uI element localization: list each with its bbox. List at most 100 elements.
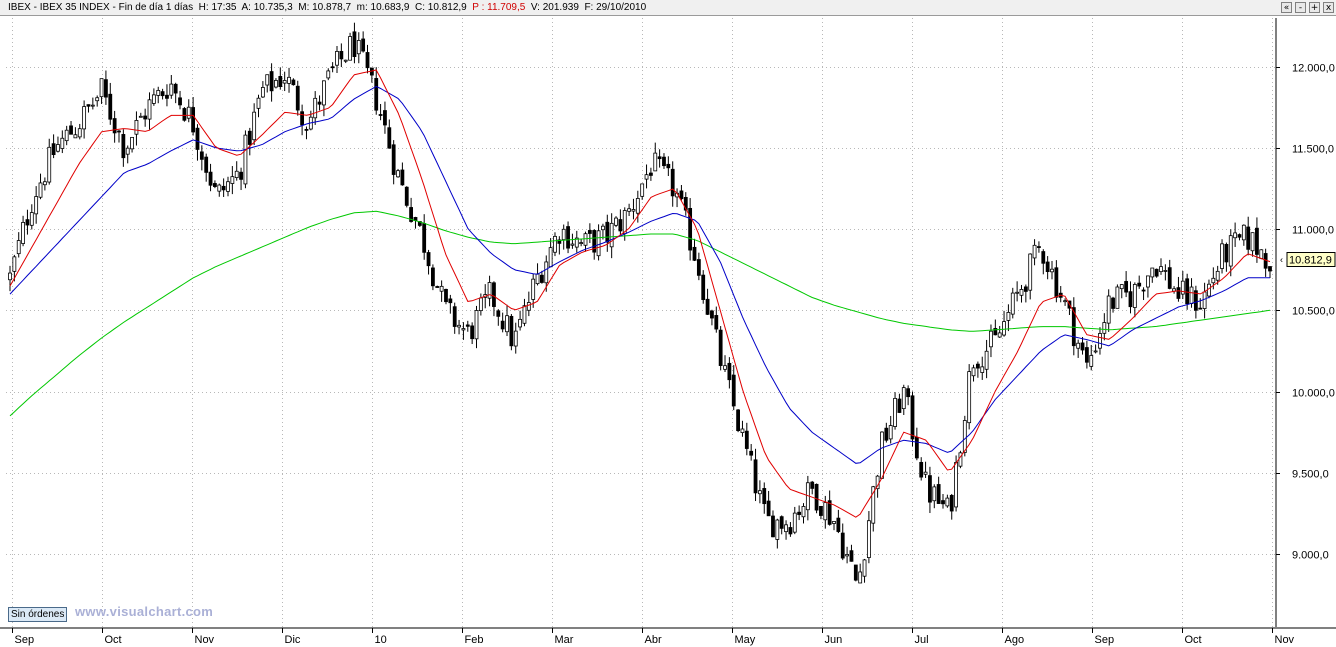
- candle-body: [936, 484, 941, 504]
- candle-body: [282, 80, 287, 84]
- candle-body: [217, 184, 222, 192]
- candle-body: [801, 506, 806, 518]
- candle-body: [897, 398, 902, 413]
- candle-body: [234, 170, 239, 179]
- candle-body: [51, 143, 56, 156]
- candle-body: [906, 388, 911, 398]
- candle-body: [919, 461, 924, 478]
- date-value: 29/10/2010: [596, 2, 647, 13]
- candle-body: [601, 225, 605, 231]
- candle-body: [25, 219, 30, 226]
- candle-body: [1102, 322, 1107, 334]
- x-tick-label: Jun: [825, 634, 843, 646]
- candle-body: [1080, 342, 1085, 351]
- candle-body: [335, 51, 339, 66]
- candle-body: [853, 564, 858, 581]
- candle-body: [840, 532, 845, 559]
- candle-body: [753, 459, 758, 494]
- candle-body: [587, 230, 592, 234]
- candle-body: [971, 367, 976, 377]
- candle-body: [505, 315, 509, 333]
- candle-body: [1010, 292, 1015, 315]
- candle-body: [701, 274, 706, 300]
- candle-body: [718, 329, 723, 366]
- candle-body: [526, 302, 531, 311]
- candle-body: [435, 286, 440, 288]
- candle-body: [160, 91, 165, 97]
- candle-body: [121, 134, 126, 159]
- minimize-icon[interactable]: -: [1295, 2, 1306, 13]
- candle-body: [648, 172, 653, 176]
- candle-body: [993, 328, 998, 336]
- candle-body: [683, 196, 688, 211]
- close-icon[interactable]: x: [1323, 2, 1334, 13]
- candle-body: [888, 425, 893, 440]
- symbol: IBEX: [8, 2, 31, 13]
- candle-body: [47, 146, 52, 183]
- candle-body: [644, 174, 649, 180]
- candle-body: [195, 127, 200, 150]
- candle-body: [300, 111, 305, 126]
- x-tick-label: Abr: [645, 634, 662, 646]
- price-chart[interactable]: Sep Oct Nov Dic 10 Feb Mar Abr May Jun Jul Ago Sep Oc…: [0, 16, 1336, 647]
- candle-body: [574, 237, 579, 248]
- candle-body: [1237, 234, 1242, 238]
- candle-body: [1111, 297, 1115, 309]
- candle-body: [199, 151, 204, 160]
- maximize-icon[interactable]: +: [1309, 2, 1320, 13]
- p-label: P :: [472, 2, 485, 13]
- candle-body: [474, 310, 479, 340]
- orders-badge[interactable]: Sin órdenes: [8, 607, 68, 622]
- low-label: m:: [356, 2, 368, 13]
- candle-body: [531, 278, 536, 300]
- candle-body: [239, 171, 243, 180]
- x-tick-label: Dic: [285, 634, 301, 646]
- time-value: 17:35: [211, 2, 237, 13]
- candle-body: [967, 371, 972, 424]
- candle-body: [1189, 286, 1194, 304]
- candle-body: [949, 494, 954, 512]
- candle-body: [295, 85, 300, 111]
- candle-body: [627, 208, 632, 212]
- candle-body: [252, 111, 257, 141]
- candle-body: [60, 137, 65, 149]
- candle-body: [893, 397, 897, 427]
- candle-body: [186, 106, 191, 119]
- candle-body: [570, 243, 575, 246]
- candle-body: [64, 129, 69, 142]
- candle-body: [178, 97, 182, 106]
- candle-body: [1093, 350, 1098, 353]
- candle-body: [566, 226, 570, 249]
- period: Fin de día 1 días: [118, 2, 194, 13]
- candle-body: [1115, 286, 1120, 309]
- quote-header: IBEX - IBEX 35 INDEX - Fin de día 1 días…: [8, 2, 647, 13]
- candle-body: [1233, 232, 1238, 239]
- x-tick-label: Sep: [15, 634, 35, 646]
- candle-body: [16, 240, 21, 255]
- candle-body: [1002, 321, 1006, 336]
- candle-body: [1098, 333, 1102, 349]
- candle-body: [1255, 227, 1259, 255]
- candle-body: [1246, 226, 1251, 250]
- candle-body: [256, 97, 261, 109]
- restore-icon[interactable]: «: [1281, 2, 1292, 13]
- candle-body: [749, 450, 754, 456]
- candle-body: [723, 365, 727, 370]
- candle-body: [56, 144, 60, 152]
- candle-body: [147, 99, 152, 120]
- candle-body: [1041, 251, 1046, 264]
- candle-body: [496, 310, 501, 317]
- candle-body: [457, 324, 461, 328]
- candle-body: [810, 481, 815, 489]
- candle-body: [866, 520, 871, 558]
- candle-body: [396, 170, 400, 178]
- candle-body: [117, 130, 121, 133]
- candle-body: [90, 104, 95, 107]
- candle-body: [631, 209, 636, 212]
- candle-body: [322, 80, 326, 106]
- candle-body: [287, 76, 291, 84]
- candle-body: [792, 512, 797, 533]
- candle-body: [1141, 289, 1146, 292]
- candle-body: [426, 252, 431, 267]
- last-price-pointer: ‹: [1280, 255, 1283, 265]
